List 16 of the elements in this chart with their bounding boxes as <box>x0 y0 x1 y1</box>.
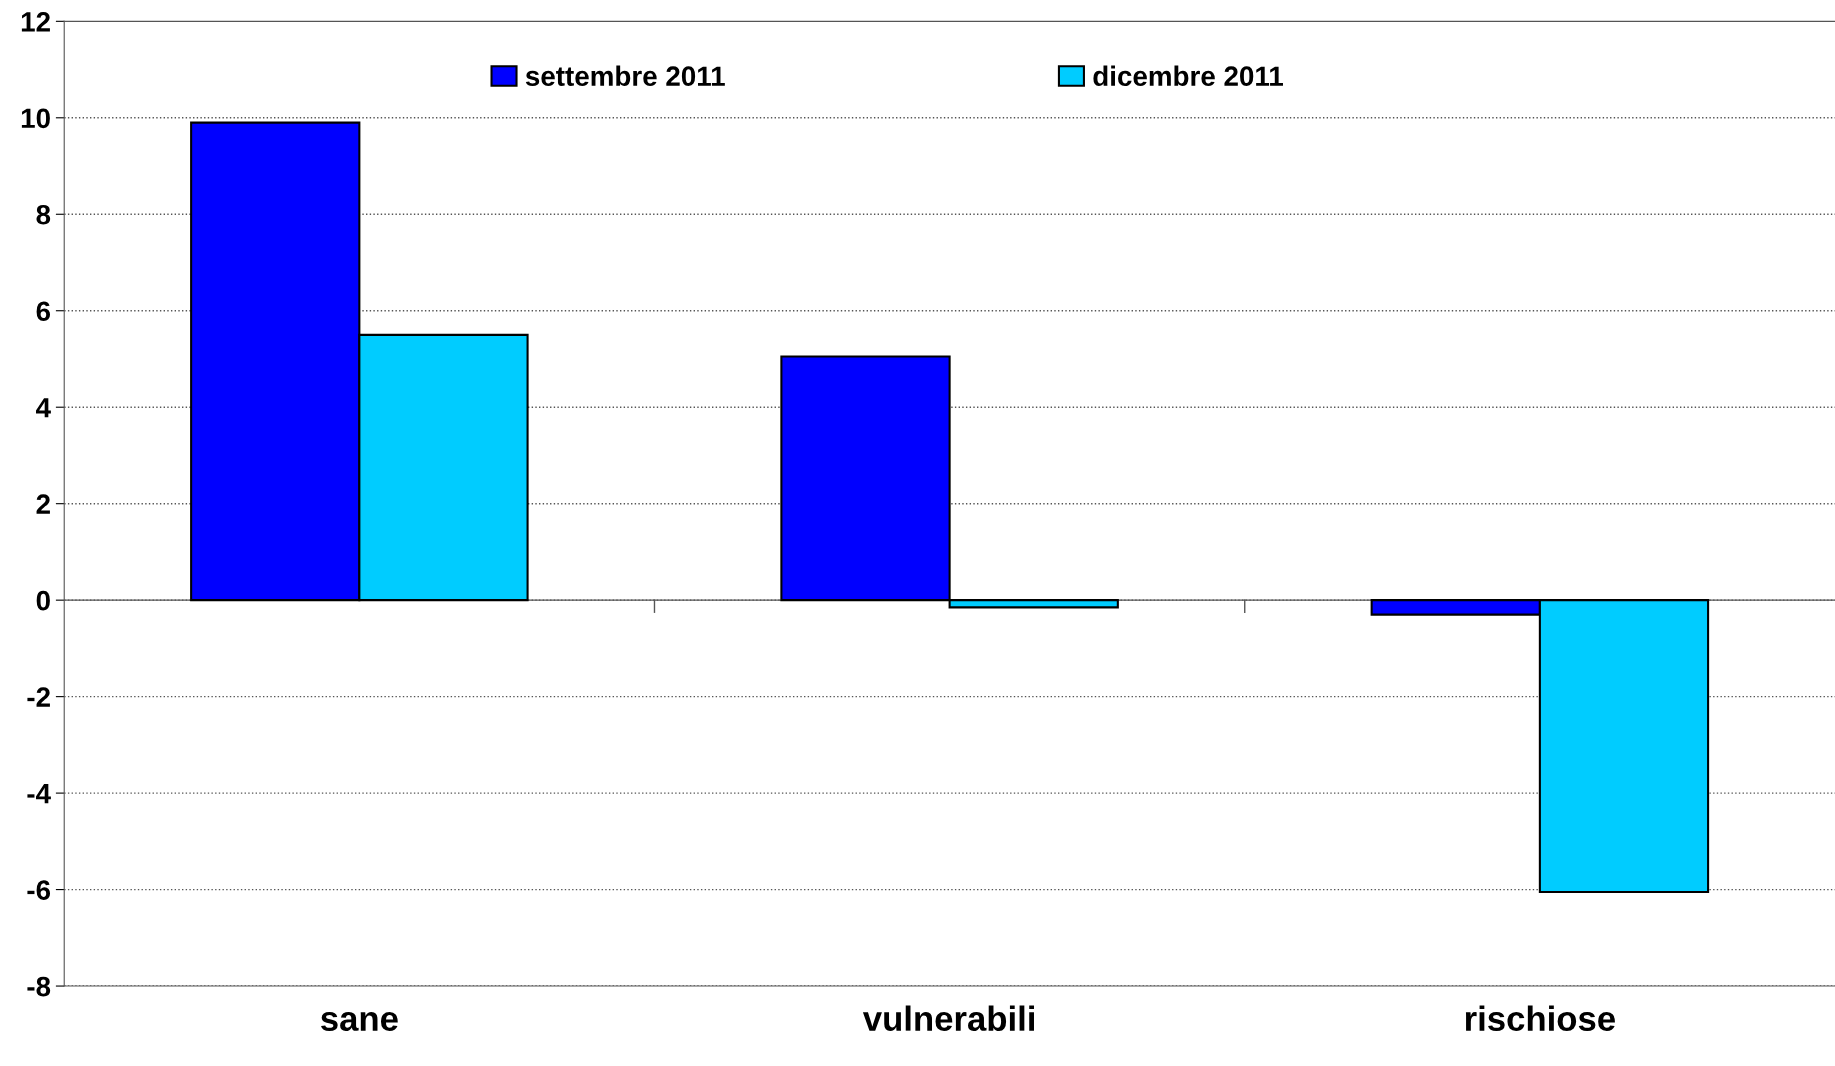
y-tick-label: 6 <box>36 301 51 322</box>
legend-label: dicembre 2011 <box>1093 65 1283 87</box>
x-tick-label: vulnerabili <box>862 1005 1034 1031</box>
y-tick-label: 4 <box>36 398 51 418</box>
x-tick-label: rischiose <box>1465 1005 1615 1031</box>
y-tick-label: 2 <box>36 494 50 514</box>
y-tick-label: -8 <box>27 976 51 997</box>
legend-label: settembre 2011 <box>525 65 725 87</box>
x-tick-label: sane <box>321 1011 398 1031</box>
y-tick-label: -6 <box>27 880 51 900</box>
y-tick-label: 10 <box>21 108 50 129</box>
y-tick-label: 0 <box>36 590 50 611</box>
y-tick-label: -2 <box>27 687 50 707</box>
y-tick-label: 12 <box>21 11 50 32</box>
y-tick-label: -4 <box>27 784 51 804</box>
y-tick-label: 8 <box>36 204 51 225</box>
